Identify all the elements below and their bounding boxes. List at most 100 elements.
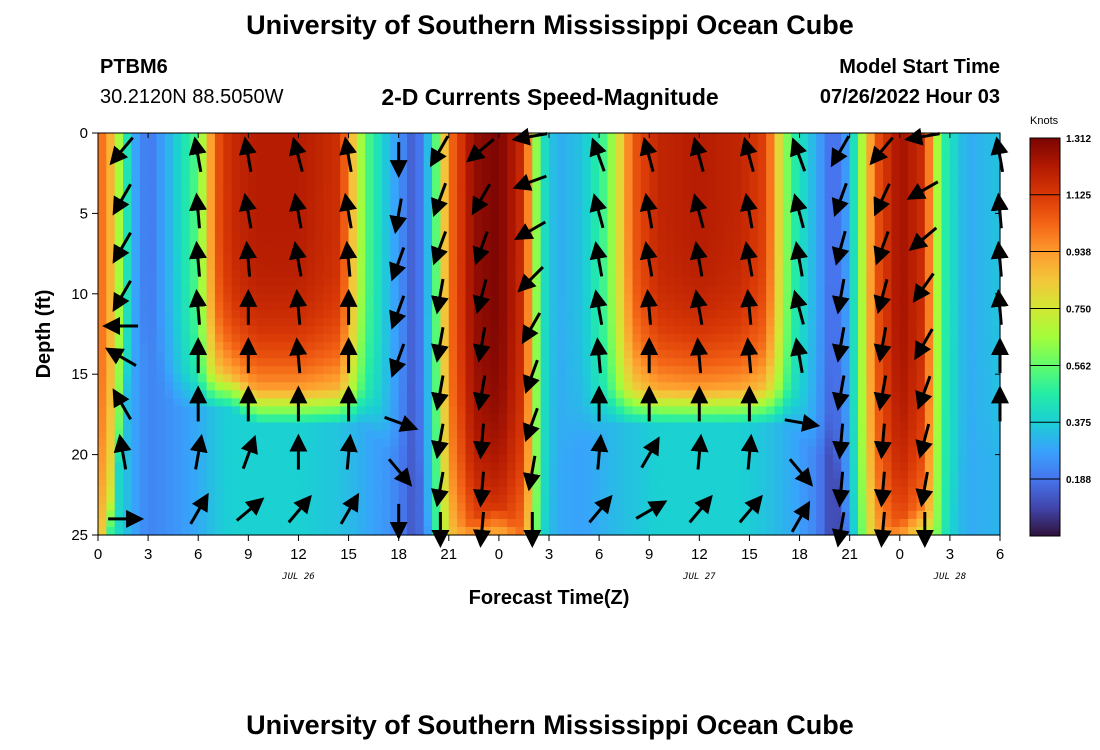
heatmap-cell [874,358,884,367]
heatmap-cell [674,422,684,432]
heatmap-cell [515,221,525,231]
heatmap-cell [565,277,575,287]
heatmap-cell [365,221,375,231]
heatmap-cell [540,141,550,150]
heatmap-cell [549,510,558,520]
heatmap-cell [139,301,149,311]
heatmap-cell [156,350,166,359]
heatmap-cell [365,342,375,351]
heatmap-cell [139,229,149,239]
heatmap-cell [807,269,817,279]
heatmap-cell [774,213,784,223]
heatmap-cell [816,422,826,432]
heatmap-cell [716,309,725,319]
heatmap-cell [440,253,450,263]
heatmap-cell [874,189,884,198]
heatmap-cell [457,502,467,512]
heatmap-cell [849,398,859,407]
heatmap-cell [640,173,650,182]
heatmap-cell [841,430,851,440]
heatmap-cell [106,462,116,472]
heatmap-cell [432,518,442,528]
heatmap-cell [198,358,208,367]
heatmap-cell [490,309,500,319]
heatmap-cell [741,518,751,528]
heatmap-cell [716,510,725,520]
heatmap-cell [832,309,842,319]
heatmap-cell [791,277,801,287]
heatmap-cell [874,181,884,190]
heatmap-cell [381,510,391,520]
heatmap-cell [599,189,609,198]
heatmap-cell [665,414,675,424]
heatmap-cell [214,366,224,375]
heatmap-cell [766,398,776,407]
heatmap-cell [265,213,274,223]
heatmap-cell [891,430,901,440]
heatmap-cell [824,366,834,375]
heatmap-cell [198,309,208,319]
heatmap-cell [908,157,918,166]
heatmap-cell [682,205,692,214]
heatmap-cell [148,133,158,142]
heatmap-cell [624,197,634,206]
heatmap-cell [782,205,792,214]
heatmap-cell [348,334,358,343]
heatmap-cell [423,245,433,255]
heatmap-cell [816,358,826,367]
heatmap-cell [164,350,174,359]
heatmap-cell [398,269,408,279]
heatmap-cell [315,213,325,223]
heatmap-cell [782,510,792,520]
heatmap-cell [131,157,141,166]
heatmap-cell [657,197,667,206]
heatmap-cell [198,382,208,391]
heatmap-cell [665,526,675,536]
heatmap-cell [457,398,467,407]
heatmap-cell [440,454,450,464]
heatmap-cell [732,229,742,239]
heatmap-cell [540,277,550,287]
heatmap-cell [507,462,517,472]
heatmap-cell [590,237,600,247]
heatmap-cell [532,414,542,424]
heatmap-cell [582,422,592,432]
heatmap-cell [665,382,675,391]
heatmap-cell [757,486,767,496]
heatmap-cell [498,229,508,239]
heatmap-cell [156,181,166,190]
heatmap-cell [473,510,483,520]
heatmap-cell [816,374,826,383]
heatmap-cell [223,277,233,287]
heatmap-cell [448,277,458,287]
heatmap-cell [899,181,909,190]
heatmap-cell [540,309,550,319]
heatmap-cell [457,478,467,488]
heatmap-cell [348,141,358,150]
heatmap-cell [523,454,533,464]
heatmap-cell [365,285,375,295]
heatmap-cell [916,277,926,287]
heatmap-cell [223,502,233,512]
heatmap-cell [265,285,274,295]
heatmap-cell [281,462,291,472]
heatmap-cell [557,518,567,528]
heatmap-cell [607,133,617,142]
heatmap-cell [632,221,642,231]
heatmap-cell [298,334,308,343]
heatmap-cell [273,382,283,391]
heatmap-cell [239,277,249,287]
heatmap-cell [574,293,584,303]
heatmap-cell [766,334,776,343]
heatmap-cell [315,486,325,496]
heatmap-cell [306,446,316,456]
heatmap-cell [407,510,416,520]
heatmap-cell [924,390,934,399]
heatmap-cell [774,157,784,166]
heatmap-cell [732,173,742,182]
heatmap-cell [123,422,133,432]
heatmap-cell [139,382,149,391]
heatmap-cell [582,486,592,496]
heatmap-cell [624,165,634,174]
heatmap-cell [649,133,659,142]
